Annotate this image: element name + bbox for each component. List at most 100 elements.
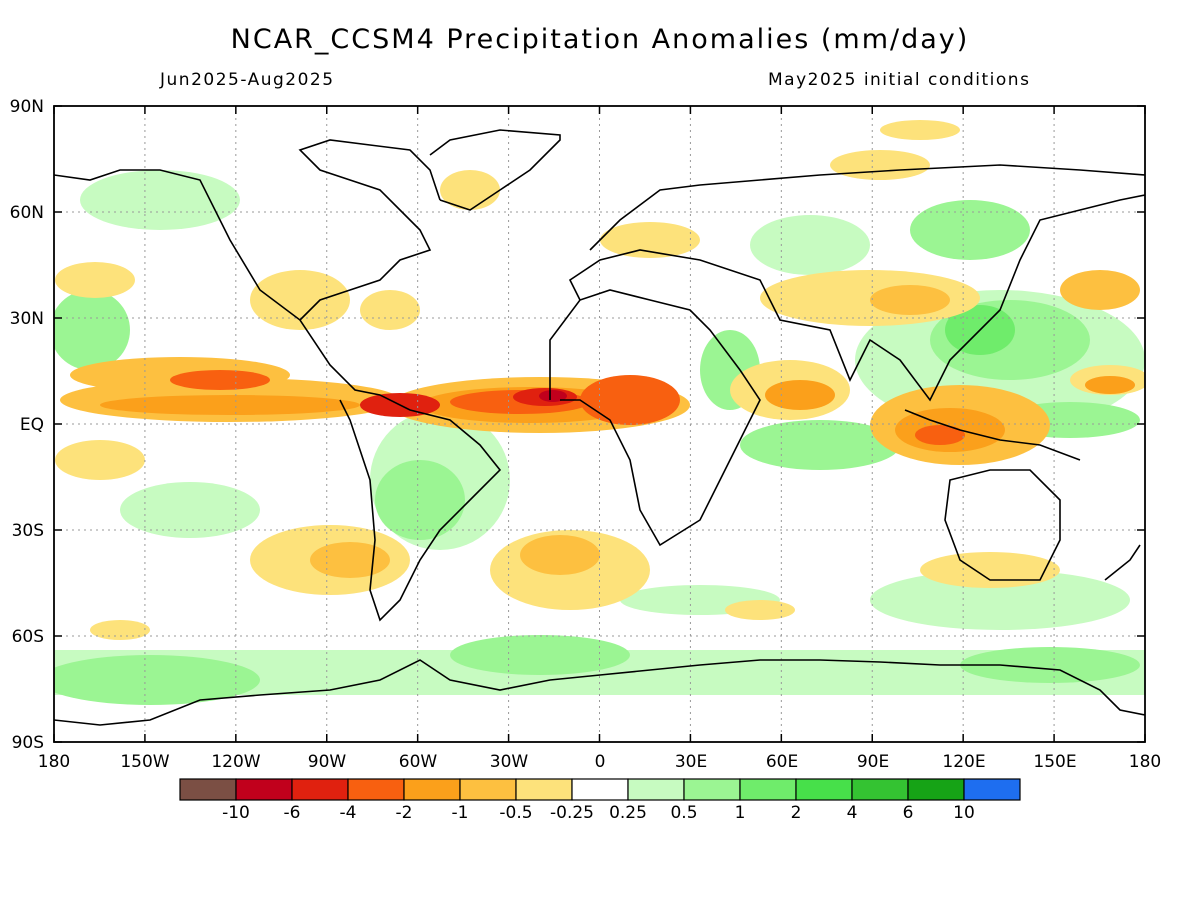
anomaly-region <box>55 440 145 480</box>
lon-tick-label: 150W <box>120 752 169 772</box>
lon-tick-label: 30E <box>675 752 707 772</box>
colorbar-label: -4 <box>340 803 357 823</box>
anomaly-region <box>54 655 260 705</box>
colorbar-swatch <box>291 778 349 801</box>
coastline <box>549 289 761 547</box>
colorbar-swatch <box>683 778 741 801</box>
colorbar <box>179 778 1021 801</box>
colorbar-label: -1 <box>452 803 469 823</box>
anomaly-region <box>80 170 240 230</box>
anomaly-region <box>450 635 630 675</box>
anomaly-region <box>830 150 930 180</box>
anomaly-region <box>310 542 390 578</box>
anomaly-region <box>870 570 1130 630</box>
anomaly-field <box>54 120 1145 705</box>
lat-tick-label: 30N <box>10 309 44 329</box>
anomaly-region <box>870 285 950 315</box>
anomaly-region <box>920 552 1060 588</box>
anomaly-region <box>725 600 795 620</box>
initial-conditions: May2025 initial conditions <box>768 70 1031 90</box>
lon-tick-label: 60W <box>399 752 438 772</box>
anomaly-region <box>600 222 700 258</box>
colorbar-swatch <box>963 778 1021 801</box>
lon-tick-label: 90E <box>857 752 889 772</box>
coastlines <box>54 129 1145 726</box>
colorbar-swatch <box>403 778 461 801</box>
lat-tick-label: 30S <box>12 521 44 541</box>
lon-tick-label: 150E <box>1033 752 1076 772</box>
anomaly-region <box>360 290 420 330</box>
lon-tick-label: 90W <box>308 752 347 772</box>
colorbar-label: -6 <box>284 803 301 823</box>
coastline <box>429 129 561 211</box>
anomaly-region <box>54 290 130 370</box>
anomaly-region <box>120 482 260 538</box>
anomaly-region <box>880 120 960 140</box>
lat-tick-label: EQ <box>20 415 44 435</box>
colorbar-swatch <box>515 778 573 801</box>
forecast-period: Jun2025-Aug2025 <box>160 70 335 90</box>
colorbar-swatch <box>795 778 853 801</box>
coastline <box>589 164 1145 251</box>
colorbar-swatch <box>739 778 797 801</box>
colorbar-swatch <box>907 778 965 801</box>
colorbar-swatch <box>627 778 685 801</box>
coastline <box>904 409 1081 461</box>
graticule <box>54 106 1145 742</box>
map-title: NCAR_CCSM4 Precipitation Anomalies (mm/d… <box>230 24 970 55</box>
lat-tick-label: 60S <box>12 627 44 647</box>
coastline <box>568 194 1145 402</box>
lon-tick-label: 30W <box>490 752 529 772</box>
coastline <box>944 469 1061 581</box>
colorbar-label: 0.5 <box>670 803 697 823</box>
anomaly-region <box>375 460 465 540</box>
anomaly-region <box>55 262 135 298</box>
colorbar-label: 0.25 <box>609 803 647 823</box>
coastline <box>54 169 502 622</box>
anomaly-region <box>1060 270 1140 310</box>
lon-tick-label: 120W <box>211 752 260 772</box>
colorbar-swatch <box>347 778 405 801</box>
colorbar-label: -0.25 <box>550 803 594 823</box>
anomaly-region <box>539 390 567 402</box>
lon-tick-label: 180 <box>1129 752 1161 772</box>
anomaly-region <box>580 375 680 425</box>
anomaly-region <box>960 647 1140 683</box>
anomaly-region <box>1085 376 1135 394</box>
lat-tick-label: 60N <box>10 203 44 223</box>
anomaly-region <box>520 535 600 575</box>
lat-tick-label: 90S <box>12 733 44 753</box>
colorbar-swatch <box>851 778 909 801</box>
anomaly-region <box>250 270 350 330</box>
colorbar-label: -2 <box>396 803 413 823</box>
lon-tick-label: 120E <box>942 752 985 772</box>
colorbar-swatch <box>459 778 517 801</box>
anomaly-region <box>910 200 1030 260</box>
anomaly-region <box>170 370 270 390</box>
coastline <box>54 659 1145 726</box>
anomaly-region <box>100 395 360 415</box>
axis-ticks <box>53 105 1146 743</box>
lon-tick-label: 60E <box>766 752 798 772</box>
anomaly-region <box>440 170 500 210</box>
colorbar-label: 6 <box>903 803 914 823</box>
lat-tick-label: 90N <box>10 97 44 117</box>
coastline <box>1104 544 1141 581</box>
anomaly-region <box>90 620 150 640</box>
colorbar-swatch <box>179 778 237 801</box>
anomaly-region <box>750 215 870 275</box>
anomaly-region <box>740 420 900 470</box>
colorbar-label: 4 <box>847 803 858 823</box>
lon-tick-label: 0 <box>595 752 606 772</box>
anomaly-region <box>765 380 835 410</box>
anomaly-region <box>915 425 965 445</box>
lon-tick-label: 180 <box>38 752 70 772</box>
colorbar-label: -10 <box>222 803 250 823</box>
colorbar-label: 2 <box>791 803 802 823</box>
colorbar-label: 1 <box>735 803 746 823</box>
colorbar-swatch <box>235 778 293 801</box>
coastline <box>298 139 441 321</box>
colorbar-label: 10 <box>953 803 975 823</box>
colorbar-swatch <box>571 778 629 801</box>
